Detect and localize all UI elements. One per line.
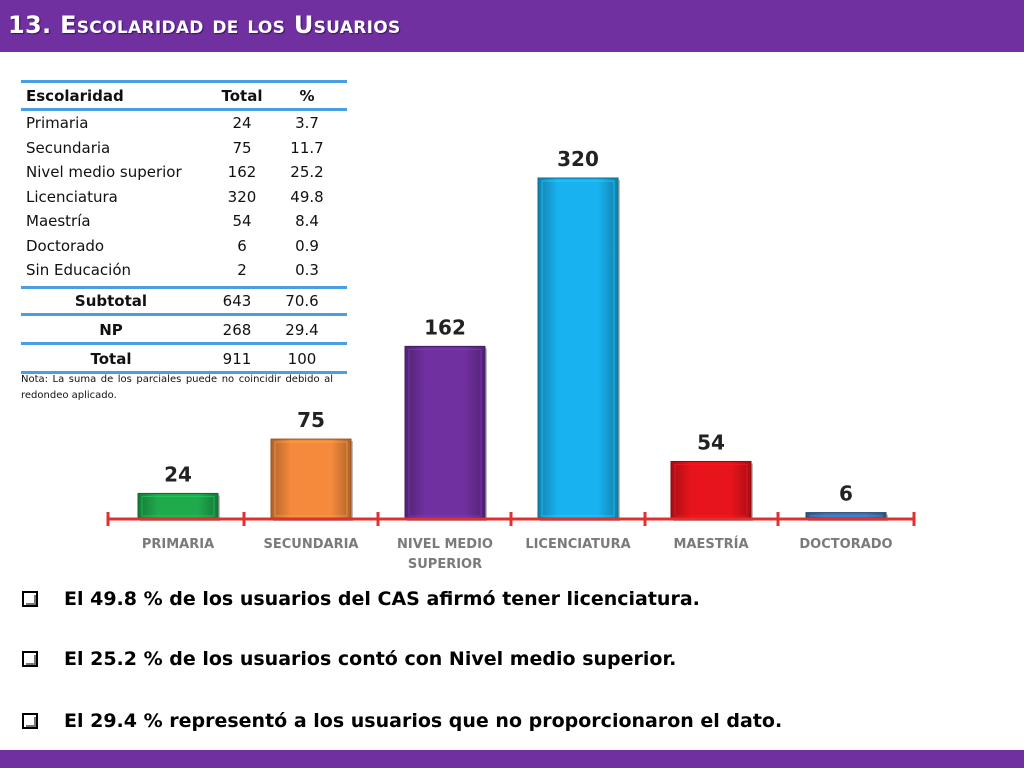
- np-total: 268: [222, 320, 252, 339]
- table-row: Nivel medio superior 162 25.2: [21, 160, 347, 185]
- bullet-text: El 25.2 % de los usuarios contó con Nive…: [64, 648, 677, 670]
- row-label: Doctorado: [26, 236, 105, 255]
- row-total: 54: [232, 212, 252, 231]
- total-percent: 100: [287, 349, 317, 368]
- row-total: 2: [237, 261, 247, 280]
- table-row: Secundaria 75 11.7: [21, 136, 347, 161]
- bar-primaria: [137, 492, 219, 520]
- subtotal-percent: 70.6: [285, 291, 319, 310]
- bar-highlight: [274, 441, 348, 517]
- row-percent: 0.3: [295, 261, 319, 280]
- row-percent: 8.4: [295, 212, 319, 231]
- category-label: DOCTORADO: [799, 537, 892, 552]
- row-label: Sin Educación: [26, 261, 132, 280]
- np-percent: 29.4: [285, 320, 319, 339]
- bar-secundaria: [270, 438, 352, 520]
- data-label: 54: [697, 430, 725, 454]
- table-header: Escolaridad Total %: [21, 80, 347, 111]
- bullet-item: El 25.2 % de los usuarios contó con Nive…: [22, 648, 676, 670]
- bar-highlight: [674, 463, 748, 517]
- row-percent: 49.8: [290, 187, 324, 206]
- row-label: Nivel medio superior: [26, 163, 182, 182]
- checkbox-bullet-icon: [22, 591, 38, 607]
- data-label: 320: [557, 147, 599, 171]
- category-label: PRIMARIA: [142, 537, 214, 552]
- table-row: Doctorado 6 0.9: [21, 234, 347, 259]
- bar-highlight: [541, 180, 615, 517]
- data-label: 162: [424, 315, 466, 339]
- row-percent: 3.7: [295, 114, 319, 133]
- total-total: 911: [222, 349, 252, 368]
- category-label: LICENCIATURA: [525, 537, 630, 552]
- row-total: 162: [227, 163, 257, 182]
- table-row: Maestría 54 8.4: [21, 209, 347, 234]
- bar-maestr-a: [670, 460, 752, 520]
- bar-licenciatura: [537, 177, 619, 520]
- data-label: 6: [839, 482, 853, 506]
- data-label: 75: [297, 408, 325, 432]
- bullet-item: El 29.4 % representó a los usuarios que …: [22, 710, 782, 732]
- slide-title: 13. Escolaridad de los Usuarios: [8, 11, 401, 39]
- bullet-text: El 29.4 % representó a los usuarios que …: [64, 710, 783, 732]
- subtotal-total: 643: [222, 291, 252, 310]
- data-label: 24: [164, 462, 192, 486]
- header-escolaridad: Escolaridad: [26, 86, 124, 105]
- bar-nivel-medio-superior: [404, 345, 486, 520]
- bar-highlight: [408, 348, 482, 517]
- row-total: 6: [237, 236, 247, 255]
- checkbox-bullet-icon: [22, 651, 38, 667]
- row-label: Licenciatura: [26, 187, 118, 206]
- np-label: NP: [99, 320, 123, 339]
- category-label: SUPERIOR: [408, 557, 482, 572]
- table-note: Nota: La suma de los parciales puede no …: [21, 374, 333, 401]
- header-total: Total: [221, 86, 263, 105]
- checkbox-bullet-icon: [22, 713, 38, 729]
- row-label: Maestría: [26, 212, 91, 231]
- row-total: 24: [232, 114, 252, 133]
- header-percent: %: [299, 86, 315, 105]
- row-percent: 25.2: [290, 163, 324, 182]
- category-label: NIVEL MEDIO: [397, 537, 493, 552]
- bullet-item: El 49.8 % de los usuarios del CAS afirmó…: [22, 588, 700, 610]
- row-percent: 11.7: [290, 138, 324, 157]
- row-percent: 0.9: [295, 236, 319, 255]
- education-table: Escolaridad Total % Primaria 24 3.7 Secu…: [21, 80, 347, 374]
- subtotal-label: Subtotal: [74, 291, 148, 310]
- row-total: 75: [232, 138, 252, 157]
- total-label: Total: [90, 349, 132, 368]
- footer-bar: [0, 750, 1024, 768]
- category-label: SECUNDARIA: [264, 537, 359, 552]
- bar-highlight: [141, 495, 215, 517]
- table-row: Primaria 24 3.7: [21, 111, 347, 136]
- total-row: Total 911 100: [21, 347, 347, 374]
- table-row: Licenciatura 320 49.8: [21, 185, 347, 210]
- category-label: MAESTRÍA: [673, 536, 748, 552]
- np-row: NP 268 29.4: [21, 318, 347, 345]
- bullet-text: El 49.8 % de los usuarios del CAS afirmó…: [64, 588, 700, 610]
- row-label: Primaria: [26, 114, 89, 133]
- row-label: Secundaria: [26, 138, 111, 157]
- table-row: Sin Educación 2 0.3: [21, 258, 347, 283]
- title-bar: 13. Escolaridad de los Usuarios: [0, 0, 1024, 52]
- subtotal-row: Subtotal 643 70.6: [21, 285, 347, 316]
- row-total: 320: [227, 187, 257, 206]
